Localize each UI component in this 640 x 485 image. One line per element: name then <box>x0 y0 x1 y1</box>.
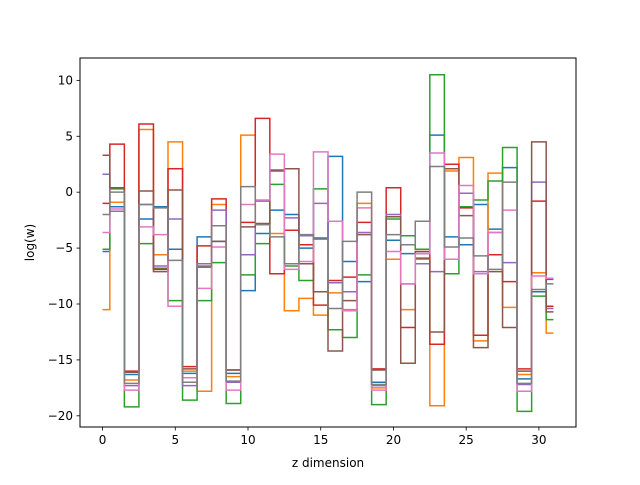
y-axis-ticks: −20 −15 −10 −5 0 5 10 <box>48 73 80 423</box>
x-axis-ticks: 0 5 10 15 20 25 30 <box>99 427 547 447</box>
x-tick-label: 20 <box>386 433 401 447</box>
series-line-6 <box>102 151 554 392</box>
y-tick-label: 10 <box>58 73 73 87</box>
x-tick-label: 30 <box>531 433 546 447</box>
series-line-5 <box>102 141 554 373</box>
y-tick-label: −10 <box>48 297 73 311</box>
y-axis-label: log(w) <box>23 224 37 261</box>
series-line-7 <box>102 165 554 386</box>
y-tick-label: −20 <box>48 409 73 423</box>
plot-frame <box>79 57 577 428</box>
y-tick-label: −15 <box>48 353 73 367</box>
y-tick-label: 0 <box>65 185 73 199</box>
x-axis-label: z dimension <box>292 456 364 470</box>
x-tick-label: 10 <box>240 433 255 447</box>
y-tick-label: 5 <box>65 129 73 143</box>
x-tick-label: 15 <box>313 433 328 447</box>
x-tick-label: 5 <box>171 433 179 447</box>
series-layer <box>102 74 554 413</box>
x-tick-label: 25 <box>459 433 474 447</box>
y-tick-label: −5 <box>55 241 73 255</box>
x-tick-label: 0 <box>99 433 107 447</box>
